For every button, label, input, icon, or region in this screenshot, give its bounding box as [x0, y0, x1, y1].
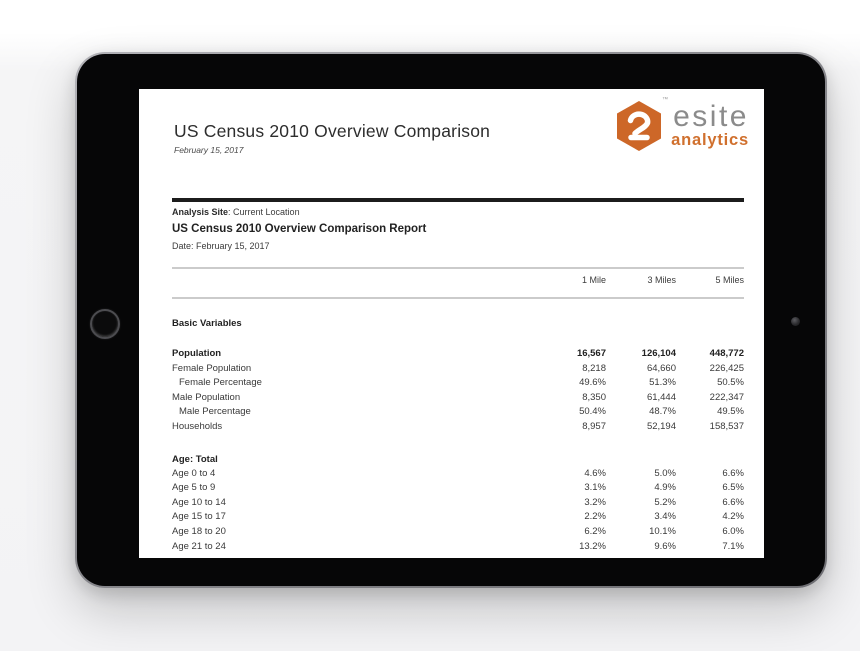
row-value: 4.6% — [584, 467, 606, 479]
row-value: 8,957 — [582, 420, 606, 432]
row-label: Households — [172, 420, 223, 432]
row-label: Male Population — [172, 391, 241, 403]
row-value: 49.5% — [717, 406, 744, 418]
esite-hexagon-icon: ™ — [614, 97, 668, 152]
row-value: 126,104 — [641, 348, 676, 359]
row-value: 3.2% — [584, 496, 606, 508]
row-value: 158,537 — [709, 420, 744, 432]
brand-name: esite — [673, 100, 749, 133]
report-date: Date: February 15, 2017 — [172, 241, 270, 251]
row-value: 6.5% — [722, 482, 744, 494]
section-heading: Age: Total — [172, 453, 218, 465]
column-header-spacer — [172, 275, 536, 286]
column-header-1mile: 1 Mile — [581, 275, 606, 285]
table-row: Households 8,957 52,194 158,537 — [172, 420, 744, 435]
row-value: 49.6% — [579, 377, 606, 389]
row-value: 6.2% — [584, 525, 606, 537]
table-row: Age 21 to 24 13.2% 9.6% 7.1% — [172, 540, 744, 555]
tablet-bezel: US Census 2010 Overview Comparison Febru… — [77, 54, 825, 586]
row-value: 4.9% — [654, 482, 676, 494]
row-value: 61,444 — [646, 391, 676, 403]
row-label: Population — [172, 348, 222, 359]
row-value: 13.2% — [579, 540, 606, 552]
row-value: 5.2% — [654, 496, 676, 508]
row-value: 16,567 — [576, 348, 606, 359]
divider-gray — [172, 297, 744, 299]
page-title: US Census 2010 Overview Comparison — [174, 121, 491, 141]
row-label: Female Percentage — [179, 377, 262, 389]
report-table: Basic Variables Population 16,567 126,104 44… — [172, 317, 744, 554]
analysis-site-line: Analysis Site: Current Location — [172, 207, 744, 218]
row-value: 6.0% — [722, 525, 744, 537]
row-value: 6.6% — [722, 467, 744, 479]
table-row: Male Percentage 50.4% 48.7% 49.5% — [172, 405, 744, 420]
column-header-row: 1 Mile 3 Miles 5 Miles — [172, 275, 744, 286]
table-row: Age 15 to 17 2.2% 3.4% 4.2% — [172, 510, 744, 525]
table-row: Population 16,567 126,104 448,772 — [172, 347, 744, 362]
section-heading: Basic Variables — [172, 318, 242, 329]
trademark-symbol: ™ — [662, 97, 669, 103]
row-value: 10.1% — [649, 525, 676, 537]
document-header: US Census 2010 Overview Comparison Febru… — [174, 121, 490, 155]
tablet-device: US Census 2010 Overview Comparison Febru… — [75, 52, 827, 588]
row-label: Age 10 to 14 — [172, 496, 226, 508]
report-body: Analysis Site: Current Location US Censu… — [172, 198, 744, 554]
row-value: 6.6% — [722, 496, 744, 508]
section-rows: Population 16,567 126,104 448,772 Female Pop… — [172, 347, 744, 435]
row-value: 8,218 — [582, 362, 606, 374]
row-value: 52,194 — [646, 420, 676, 432]
row-value: 50.4% — [579, 406, 606, 418]
brand-subname: analytics — [671, 131, 749, 149]
row-value: 448,772 — [709, 348, 744, 359]
table-row: Female Percentage 49.6% 51.3% 50.5% — [172, 376, 744, 391]
row-value: 3.1% — [584, 482, 606, 494]
tablet-screen: US Census 2010 Overview Comparison Febru… — [139, 89, 764, 558]
row-value: 5.0% — [654, 467, 676, 479]
row-label: Male Percentage — [179, 406, 251, 418]
table-row: Age 5 to 9 3.1% 4.9% 6.5% — [172, 481, 744, 496]
report-title: US Census 2010 Overview Comparison Repor… — [172, 223, 427, 235]
row-label: Age 15 to 17 — [172, 511, 226, 523]
row-value: 2.2% — [584, 511, 606, 523]
divider-gray — [172, 267, 744, 269]
row-value: 9.6% — [654, 540, 676, 552]
row-value: 3.4% — [654, 511, 676, 523]
table-row: Age 18 to 20 6.2% 10.1% 6.0% — [172, 525, 744, 540]
analysis-site-value: : Current Location — [228, 207, 300, 217]
row-value: 8,350 — [582, 391, 606, 403]
row-value: 4.2% — [722, 511, 744, 523]
row-label: Age 21 to 24 — [172, 540, 226, 552]
row-value: 50.5% — [717, 377, 744, 389]
analysis-site-label: Analysis Site — [172, 207, 229, 217]
home-button[interactable] — [90, 309, 120, 339]
row-value: 222,347 — [709, 391, 744, 403]
section-rows: Age 0 to 4 4.6% 5.0% 6.6% Age 5 to 9 3.1% 4.9%… — [172, 467, 744, 555]
row-value: 64,660 — [646, 362, 676, 374]
page-date: February 15, 2017 — [174, 145, 244, 155]
row-value: 7.1% — [722, 540, 744, 552]
table-row: Female Population 8,218 64,660 226,425 — [172, 362, 744, 377]
column-header-3miles: 3 Miles — [647, 275, 676, 285]
row-label: Age 0 to 4 — [172, 467, 216, 479]
row-label: Age 18 to 20 — [172, 525, 226, 537]
logo-text: esite analytics — [671, 102, 749, 149]
row-label: Age 5 to 9 — [172, 482, 216, 494]
table-row: Age 0 to 4 4.6% 5.0% 6.6% — [172, 467, 744, 482]
hexagon-glyph — [617, 101, 662, 151]
table-row: Age 10 to 14 3.2% 5.2% 6.6% — [172, 496, 744, 511]
row-value: 48.7% — [649, 406, 676, 418]
row-label: Female Population — [172, 362, 252, 374]
row-value: 51.3% — [649, 377, 676, 389]
esite-analytics-logo: ™ esite analytics — [614, 97, 749, 152]
camera-icon — [791, 317, 800, 326]
table-row: Male Population 8,350 61,444 222,347 — [172, 391, 744, 406]
divider-thick — [172, 198, 744, 202]
column-header-5miles: 5 Miles — [715, 275, 744, 285]
row-value: 226,425 — [709, 362, 744, 374]
